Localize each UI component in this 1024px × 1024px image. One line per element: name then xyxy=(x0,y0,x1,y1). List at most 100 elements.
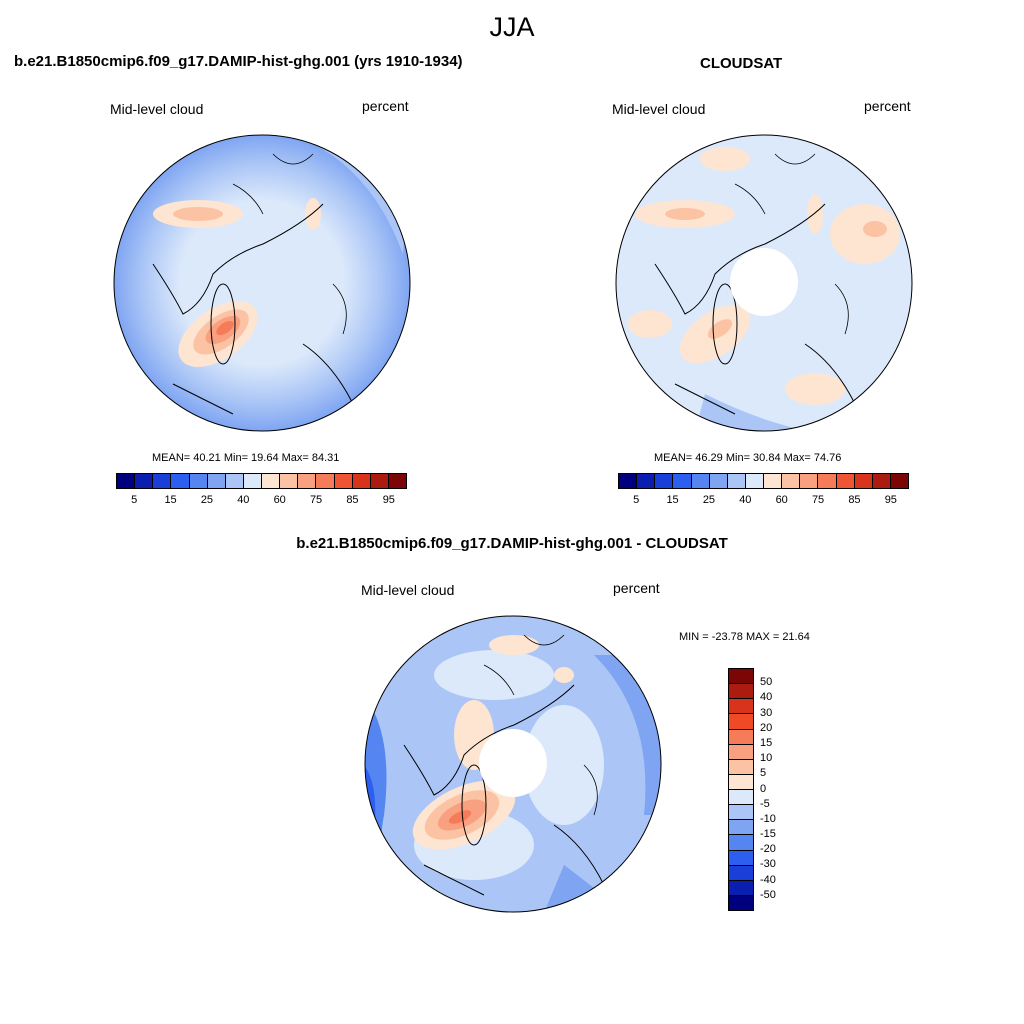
panel1-variable-label: Mid-level cloud xyxy=(110,101,204,117)
panel3-colorbar-ticks: 50 40 30 20 15 10 5 0 -5 -10 -15 -20 -30 -40 -50 xyxy=(760,668,800,911)
colorbar-tick-label: 60 xyxy=(273,494,286,506)
colorbar-tick-label: 25 xyxy=(702,494,716,506)
colorbar-tick-label: 75 xyxy=(309,494,323,506)
colorbar-swatch xyxy=(117,474,136,488)
colorbar-tick-label: 20 xyxy=(760,721,773,734)
panel3-polar-map xyxy=(364,615,662,913)
colorbar-tick-label: 0 xyxy=(760,782,767,795)
colorbar-swatch xyxy=(729,684,753,700)
panel1-units-label: percent xyxy=(362,98,409,114)
panel2-stats: MEAN= 46.29 Min= 30.84 Max= 74.76 xyxy=(654,452,842,464)
colorbar-swatch xyxy=(727,474,746,488)
colorbar-swatch xyxy=(854,474,873,488)
panel2-colorbar-ticks: 5 15 25 40 60 75 85 95 xyxy=(618,494,909,508)
colorbar-swatch xyxy=(262,474,281,488)
colorbar-swatch xyxy=(729,790,753,806)
main-title: JJA xyxy=(489,12,535,42)
panel2-variable-label: Mid-level cloud xyxy=(612,101,706,117)
panel2-units-label: percent xyxy=(864,98,911,114)
colorbar-tick-label: 95 xyxy=(382,494,395,506)
colorbar-tick-label: 5 xyxy=(760,767,767,780)
panel2-title: CLOUDSAT xyxy=(700,55,783,72)
colorbar-tick-label: 40 xyxy=(237,494,250,506)
panel2-colorbar xyxy=(618,473,909,489)
panel1-colorbar xyxy=(116,473,407,489)
colorbar-swatch xyxy=(334,474,353,488)
colorbar-swatch xyxy=(872,474,891,488)
colorbar-swatch xyxy=(729,729,753,745)
colorbar-swatch xyxy=(729,714,753,730)
colorbar-swatch xyxy=(655,474,674,488)
colorbar-tick-label: 40 xyxy=(760,691,773,704)
colorbar-swatch xyxy=(729,774,753,790)
colorbar-swatch xyxy=(189,474,208,488)
colorbar-swatch xyxy=(729,699,753,715)
panel3-title: b.e21.B1850cmip6.f09_g17.DAMIP-hist-ghg.… xyxy=(296,535,728,552)
colorbar-swatch xyxy=(316,474,335,488)
colorbar-swatch xyxy=(729,805,753,821)
colorbar-swatch xyxy=(729,850,753,866)
panel3-units-label: percent xyxy=(613,580,660,596)
panel3-variable-label: Mid-level cloud xyxy=(361,582,455,598)
colorbar-swatch xyxy=(153,474,172,488)
colorbar-tick-label: 5 xyxy=(633,494,640,506)
colorbar-swatch xyxy=(782,474,801,488)
colorbar-swatch xyxy=(619,474,638,488)
colorbar-swatch xyxy=(352,474,371,488)
colorbar-tick-label: 30 xyxy=(760,706,773,719)
colorbar-tick-label: 50 xyxy=(760,676,773,689)
colorbar-swatch xyxy=(388,474,406,488)
colorbar-tick-label: 25 xyxy=(200,494,214,506)
colorbar-tick-label: 40 xyxy=(739,494,752,506)
colorbar-swatch xyxy=(637,474,656,488)
colorbar-swatch xyxy=(243,474,262,488)
colorbar-tick-label: 60 xyxy=(775,494,788,506)
colorbar-swatch xyxy=(135,474,154,488)
colorbar-swatch xyxy=(764,474,783,488)
colorbar-swatch xyxy=(298,474,317,488)
panel1-stats: MEAN= 40.21 Min= 19.64 Max= 84.31 xyxy=(152,452,340,464)
colorbar-tick-label: 15 xyxy=(164,494,177,506)
colorbar-swatch xyxy=(370,474,389,488)
colorbar-swatch xyxy=(729,865,753,881)
panel1-polar-map xyxy=(113,134,411,432)
colorbar-tick-label: 10 xyxy=(760,752,773,765)
colorbar-swatch xyxy=(280,474,299,488)
colorbar-tick-label: 75 xyxy=(811,494,825,506)
panel2-polar-map xyxy=(615,134,913,432)
panel3-colorbar xyxy=(728,668,754,911)
colorbar-swatch xyxy=(691,474,710,488)
colorbar-tick-label: 85 xyxy=(848,494,861,506)
colorbar-swatch xyxy=(673,474,692,488)
colorbar-tick-label: -10 xyxy=(760,812,776,825)
colorbar-tick-label: 5 xyxy=(131,494,138,506)
colorbar-swatch xyxy=(729,759,753,775)
colorbar-swatch xyxy=(171,474,190,488)
colorbar-tick-label: -40 xyxy=(760,873,776,886)
colorbar-swatch xyxy=(745,474,764,488)
colorbar-tick-label: 15 xyxy=(760,736,773,749)
colorbar-tick-label: 15 xyxy=(666,494,679,506)
colorbar-tick-label: -15 xyxy=(760,828,776,841)
colorbar-swatch xyxy=(207,474,226,488)
colorbar-swatch xyxy=(729,835,753,851)
colorbar-swatch xyxy=(729,895,753,910)
colorbar-swatch xyxy=(709,474,728,488)
colorbar-swatch xyxy=(729,669,753,685)
colorbar-tick-label: -50 xyxy=(760,888,776,901)
colorbar-tick-label: -30 xyxy=(760,858,776,871)
colorbar-swatch xyxy=(836,474,855,488)
colorbar-swatch xyxy=(890,474,908,488)
colorbar-swatch xyxy=(225,474,244,488)
panel1-title: b.e21.B1850cmip6.f09_g17.DAMIP-hist-ghg.… xyxy=(14,53,463,70)
colorbar-tick-label: -20 xyxy=(760,843,776,856)
colorbar-swatch xyxy=(800,474,819,488)
colorbar-tick-label: 85 xyxy=(346,494,359,506)
colorbar-swatch xyxy=(729,744,753,760)
colorbar-swatch xyxy=(729,880,753,896)
colorbar-swatch xyxy=(729,820,753,836)
colorbar-tick-label: -5 xyxy=(760,797,770,810)
colorbar-tick-label: 95 xyxy=(884,494,897,506)
panel1-colorbar-ticks: 5 15 25 40 60 75 85 95 xyxy=(116,494,407,508)
colorbar-swatch xyxy=(818,474,837,488)
